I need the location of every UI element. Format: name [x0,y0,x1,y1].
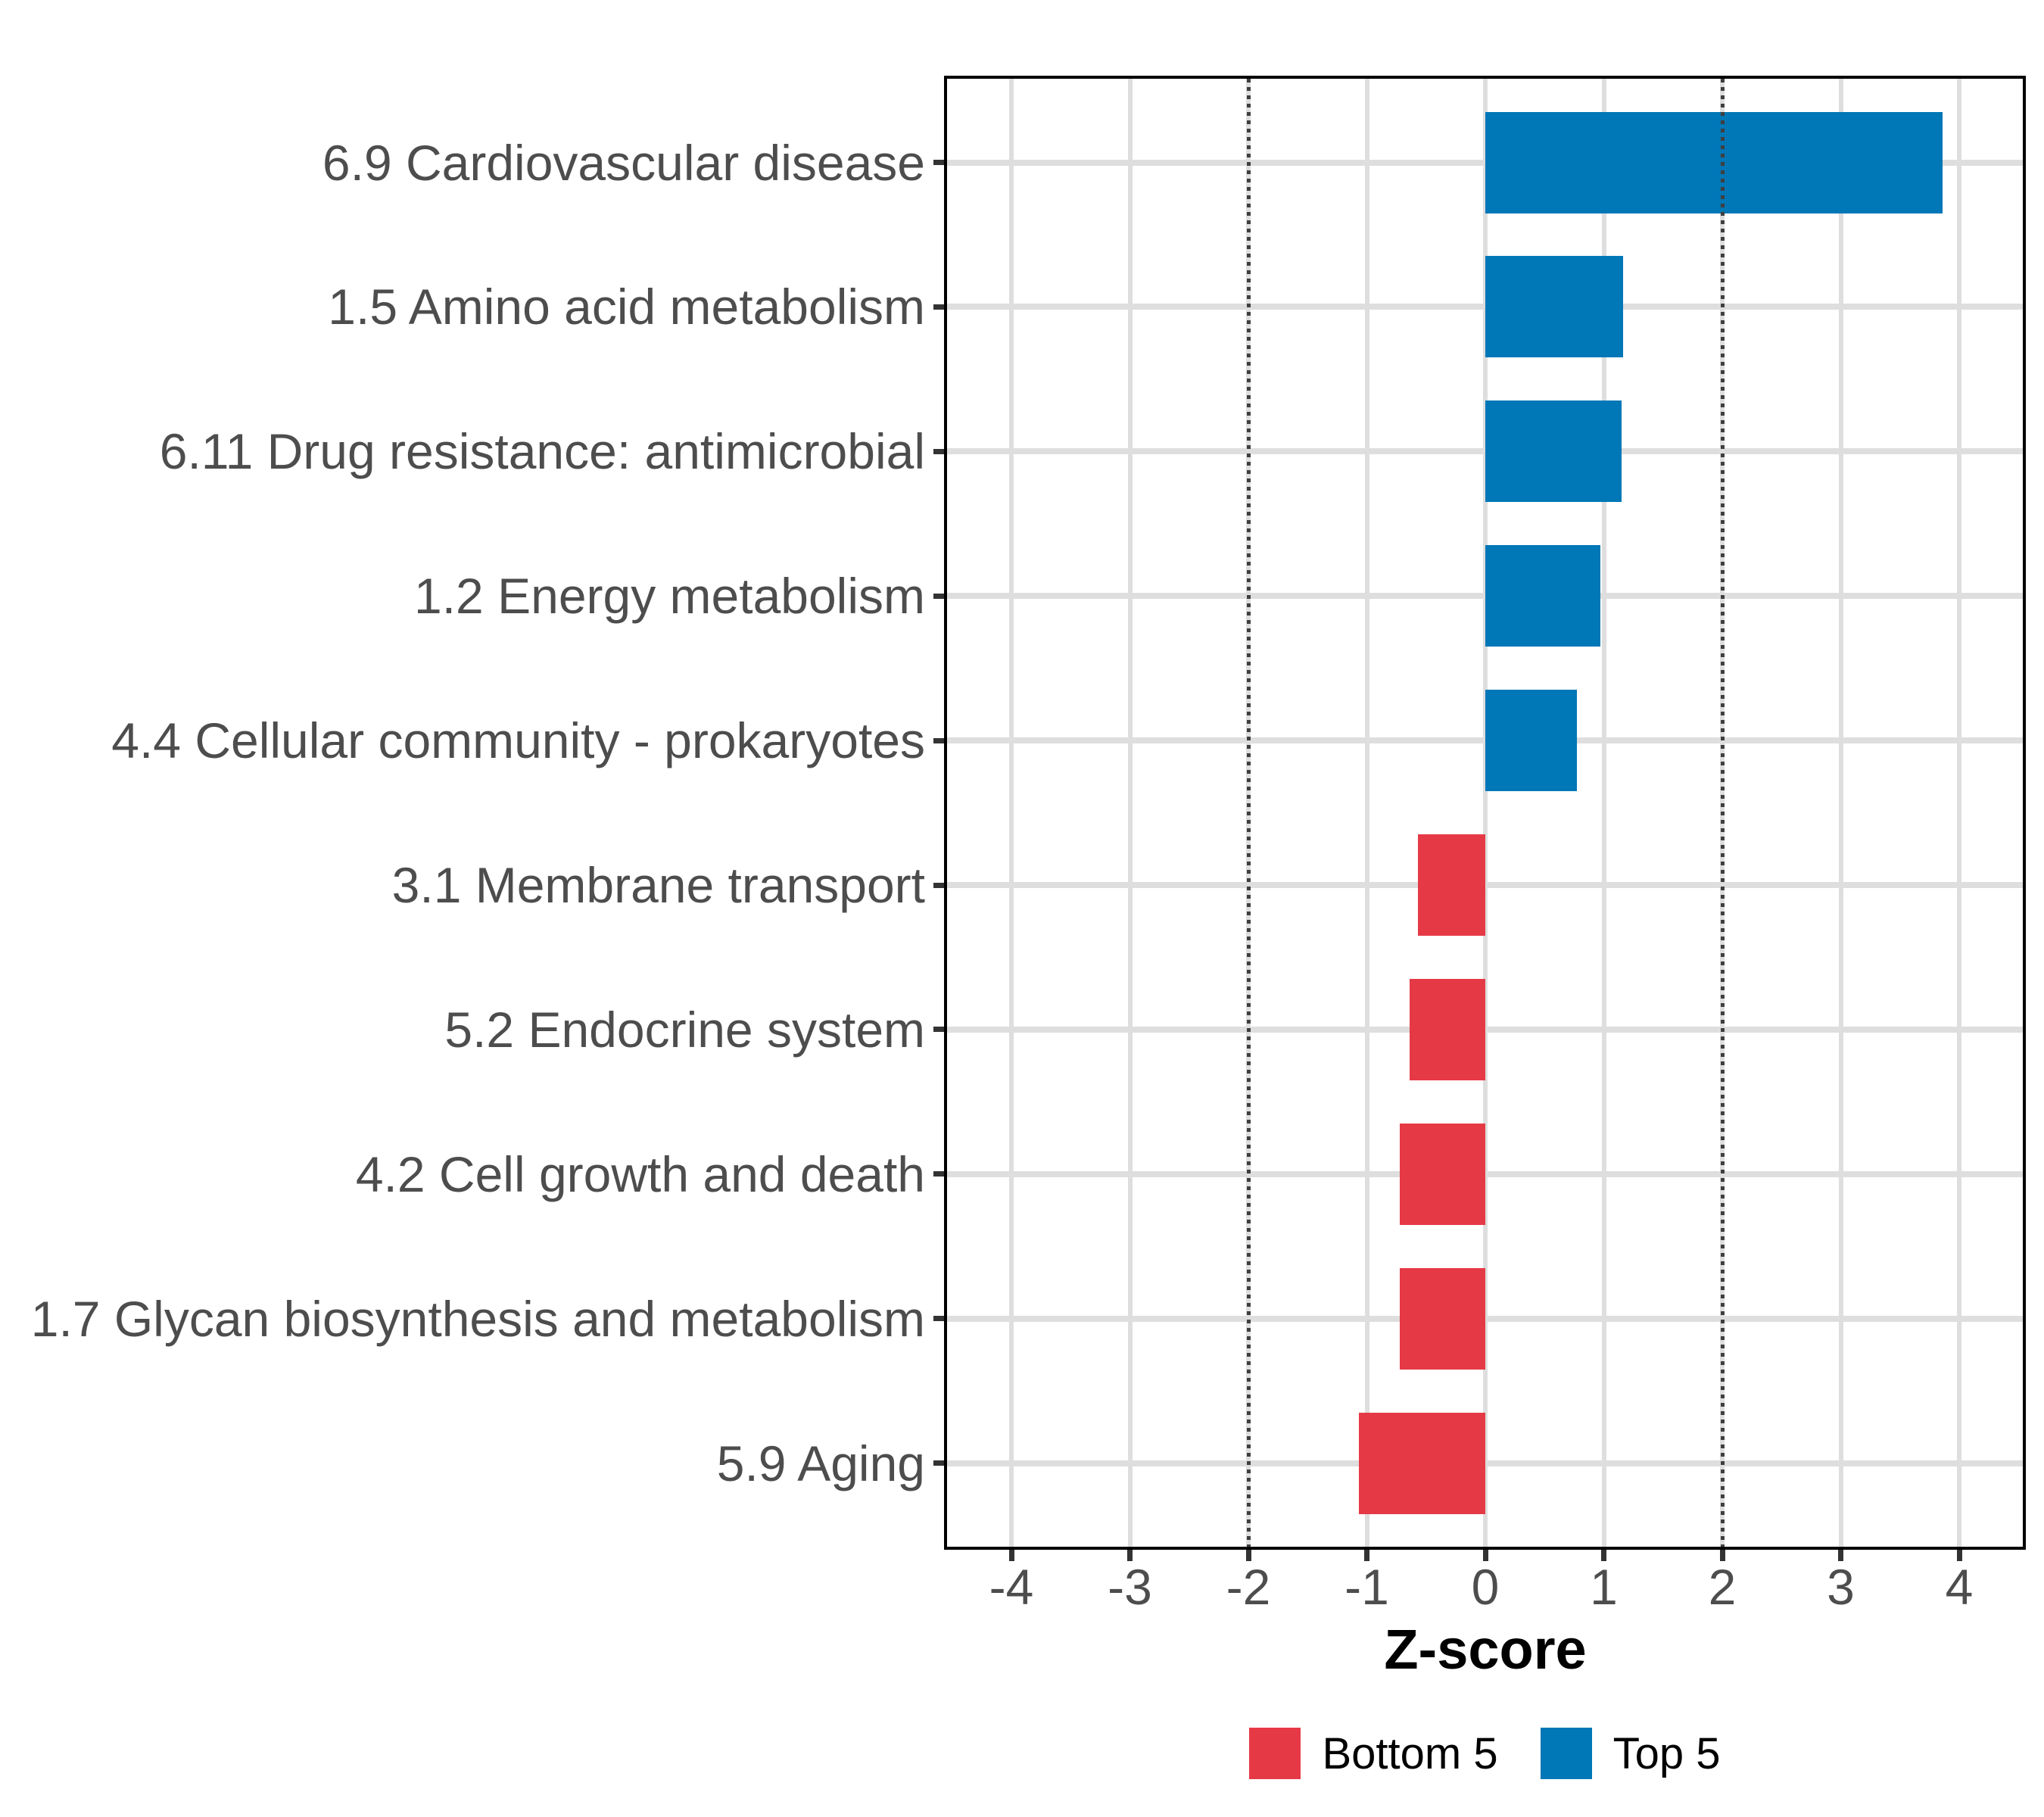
y-axis-tick [933,882,944,888]
x-axis-tick [1245,1550,1251,1561]
bar-positive [1485,690,1577,792]
legend-key-top-5 [1540,1728,1592,1779]
x-axis-tick-label: 2 [1708,1559,1737,1615]
x-axis-tick-label: 4 [1945,1559,1974,1615]
y-axis-tick [933,1027,944,1033]
legend-item-top-5: Top 5 [1540,1728,1721,1779]
reference-line [1720,79,1725,1547]
bar-positive [1485,111,1943,213]
x-axis-tick-label: 1 [1590,1559,1618,1615]
horizontal-gridline [947,159,2023,166]
y-axis-tick [933,448,944,454]
x-axis-tick [1956,1550,1962,1561]
bar-negative [1400,1123,1485,1225]
y-axis-tick [933,1171,944,1177]
plot-panel [944,76,2026,1550]
vertical-gridline [1483,79,1488,1547]
y-axis-tick [933,160,944,166]
reference-line [1246,79,1251,1547]
x-axis-tick [1127,1550,1133,1561]
bar-negative [1409,978,1485,1080]
vertical-gridline [1364,79,1369,1547]
bar-positive [1485,256,1623,358]
y-axis-label: 5.2 Endocrine system [444,1001,925,1058]
horizontal-gridline [947,593,2023,600]
x-axis-tick-label: 3 [1827,1559,1855,1615]
legend-item-bottom-5: Bottom 5 [1249,1728,1498,1779]
x-axis-tick-label: 0 [1471,1559,1500,1615]
legend: Bottom 5 Top 5 [944,1728,2026,1779]
bar-positive [1485,545,1600,647]
x-axis-tick-label: -2 [1226,1559,1271,1615]
legend-label-bottom-5: Bottom 5 [1322,1728,1498,1778]
legend-key-bottom-5 [1249,1728,1301,1779]
y-axis-label: 5.9 Aging [716,1435,925,1491]
y-axis-label: 4.4 Cellular community - prokaryotes [111,712,925,769]
bar-negative [1358,1412,1485,1514]
y-axis-tick [933,1460,944,1466]
y-axis-label: 4.2 Cell growth and death [355,1145,925,1202]
vertical-gridline [1838,79,1843,1547]
horizontal-gridline [947,448,2023,455]
horizontal-gridline [947,304,2023,310]
x-axis-tick-label: -3 [1108,1559,1152,1615]
x-axis-tick-label: -1 [1344,1559,1389,1615]
y-axis-tick [933,304,944,310]
y-axis-tick [933,593,944,599]
y-axis-tick [933,737,944,743]
vertical-gridline [1957,79,1961,1547]
vertical-gridline [1601,79,1606,1547]
x-axis-tick [1364,1550,1369,1561]
x-axis-tick [1008,1550,1014,1561]
y-axis-label: 1.7 Glycan biosynthesis and metabolism [30,1290,925,1347]
vertical-gridline [1127,79,1133,1547]
y-axis-tick [933,1316,944,1322]
vertical-gridline [1009,79,1014,1547]
bar-positive [1485,400,1622,503]
y-axis-label: 1.2 Energy metabolism [414,568,925,625]
x-axis-tick [1482,1550,1488,1561]
horizontal-gridline [947,737,2023,744]
y-axis-label: 3.1 Membrane transport [391,857,925,914]
y-axis-label: 6.11 Drug resistance: antimicrobial [159,423,925,480]
x-axis-tick [1601,1550,1606,1561]
legend-label-top-5: Top 5 [1612,1728,1721,1778]
x-axis-tick-label: -4 [989,1559,1034,1615]
bar-negative [1400,1267,1485,1370]
y-axis-label: 1.5 Amino acid metabolism [328,279,925,335]
x-axis-tick [1719,1550,1725,1561]
bar-negative [1417,834,1485,937]
x-axis-title: Z-score [1384,1618,1587,1681]
y-axis-label: 6.9 Cardiovascular disease [322,134,925,191]
x-axis-tick [1838,1550,1843,1561]
